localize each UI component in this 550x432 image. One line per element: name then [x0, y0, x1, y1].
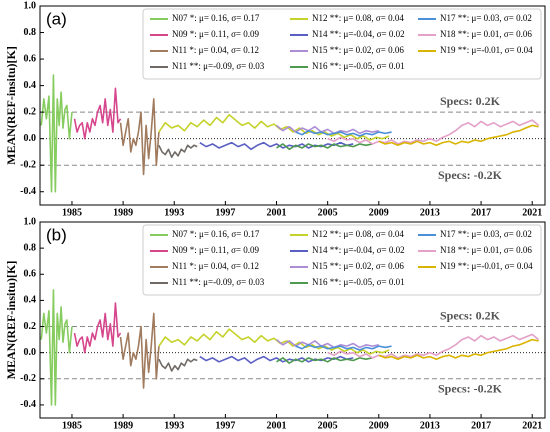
legend-label: N18 **: μ= 0.01, σ= 0.06 — [440, 245, 532, 255]
series-line — [199, 141, 354, 151]
x-tick-label: 1985 — [62, 207, 82, 218]
series-line — [378, 338, 539, 360]
legend-label: N17 **: μ= 0.03, σ= 0.02 — [440, 13, 532, 23]
series-line — [276, 338, 379, 349]
x-tick-label: 2005 — [318, 207, 338, 218]
x-tick-label: 1989 — [113, 207, 133, 218]
legend-label: N11 *: μ= 0.04, σ= 0.12 — [172, 261, 259, 271]
spec-label: Specs: -0.2K — [438, 382, 503, 396]
series-line — [158, 144, 198, 159]
series-line — [158, 358, 198, 372]
legend-box — [142, 224, 542, 296]
panel-label: (a) — [46, 9, 67, 28]
x-tick-label: 2001 — [267, 420, 287, 431]
legend-label: N11 **: μ=-0.09, σ= 0.03 — [172, 61, 265, 71]
x-tick-label: 2009 — [369, 207, 389, 218]
legend-box — [142, 8, 542, 80]
legend-label: N19 **: μ=-0.01, σ= 0.04 — [440, 261, 533, 271]
plot-frame — [39, 5, 546, 206]
x-tick-label: 1993 — [164, 207, 184, 218]
spec-label: Specs: 0.2K — [440, 308, 501, 322]
plot-frame — [39, 221, 546, 419]
legend-label: N12 **: μ= 0.08, σ= 0.04 — [312, 229, 404, 239]
x-tick-label: 2009 — [369, 420, 389, 431]
legend-label: N19 **: μ=-0.01, σ= 0.04 — [440, 45, 533, 55]
series-line — [119, 98, 160, 176]
y-tick-label: 0.2 — [24, 106, 37, 117]
series-line — [73, 87, 122, 140]
legend-label: N11 **: μ=-0.09, σ= 0.03 — [172, 277, 265, 287]
spec-label: Specs: 0.2K — [440, 94, 501, 108]
spec-label: Specs: -0.2K — [438, 168, 503, 182]
series-line — [73, 302, 122, 354]
y-tick-label: 0.4 — [24, 80, 37, 91]
y-axis-label: MEAN(REF-insitu)[K] — [4, 46, 18, 165]
y-tick-label: 0.0 — [24, 133, 37, 144]
x-tick-label: 1993 — [164, 420, 184, 431]
x-tick-label: 2013 — [420, 207, 440, 218]
legend-label: N07 *: μ= 0.16, σ= 0.17 — [172, 13, 260, 23]
y-tick-label: -0.4 — [20, 399, 36, 410]
series-line — [295, 344, 392, 351]
x-tick-label: 1997 — [215, 420, 235, 431]
series-line — [276, 143, 373, 151]
series-line — [327, 119, 540, 145]
x-tick-label: 2017 — [471, 420, 491, 431]
x-tick-label: 2005 — [318, 420, 338, 431]
x-tick-label: 2021 — [522, 207, 542, 218]
legend-label: N14 **: μ=-0.04, σ= 0.02 — [312, 29, 405, 39]
series-line — [295, 129, 392, 137]
y-tick-label: -0.2 — [20, 159, 36, 170]
y-tick-label: 1.0 — [24, 216, 37, 227]
series-line — [276, 124, 379, 135]
legend-label: N09 *: μ= 0.11, σ= 0.09 — [172, 29, 259, 39]
series-line — [40, 74, 73, 193]
y-tick-label: 0.6 — [24, 269, 37, 280]
legend-label: N07 *: μ= 0.16, σ= 0.17 — [172, 229, 260, 239]
y-tick-label: 0.0 — [24, 347, 37, 358]
x-tick-label: 2021 — [522, 420, 542, 431]
y-tick-label: -0.4 — [20, 186, 36, 197]
series-line — [119, 312, 160, 389]
legend-label: N18 **: μ= 0.01, σ= 0.06 — [440, 29, 532, 39]
legend-label: N15 **: μ= 0.02, σ= 0.06 — [312, 261, 404, 271]
x-tick-label: 1989 — [113, 420, 133, 431]
x-tick-label: 2013 — [420, 420, 440, 431]
legend-label: N16 **: μ=-0.05, σ= 0.01 — [312, 277, 405, 287]
legend-label: N17 **: μ= 0.03, σ= 0.02 — [440, 229, 532, 239]
legend-label: N14 **: μ=-0.04, σ= 0.02 — [312, 245, 405, 255]
legend-label: N15 **: μ= 0.02, σ= 0.06 — [312, 45, 404, 55]
y-tick-label: 0.8 — [24, 27, 37, 38]
legend-label: N11 *: μ= 0.04, σ= 0.12 — [172, 45, 259, 55]
series-line — [276, 357, 373, 364]
series-line — [378, 124, 539, 147]
y-tick-label: 0.4 — [24, 295, 37, 306]
y-tick-label: 0.6 — [24, 53, 37, 64]
x-tick-label: 1997 — [215, 207, 235, 218]
x-tick-label: 2001 — [267, 207, 287, 218]
legend-label: N09 *: μ= 0.11, σ= 0.09 — [172, 245, 259, 255]
y-axis-label: MEAN(REF-insitu)[K] — [4, 261, 18, 380]
y-tick-label: 0.8 — [24, 242, 37, 253]
y-tick-label: -0.2 — [20, 373, 36, 384]
y-tick-label: 1.0 — [24, 0, 37, 11]
series-line — [40, 289, 73, 406]
panel-label: (b) — [46, 225, 67, 244]
legend-label: N16 **: μ=-0.05, σ= 0.01 — [312, 61, 405, 71]
x-tick-label: 2017 — [471, 207, 491, 218]
x-tick-label: 1985 — [62, 420, 82, 431]
series-line — [327, 333, 540, 359]
legend-label: N12 **: μ= 0.08, σ= 0.04 — [312, 13, 404, 23]
y-tick-label: 0.2 — [24, 321, 37, 332]
series-line — [199, 355, 354, 364]
